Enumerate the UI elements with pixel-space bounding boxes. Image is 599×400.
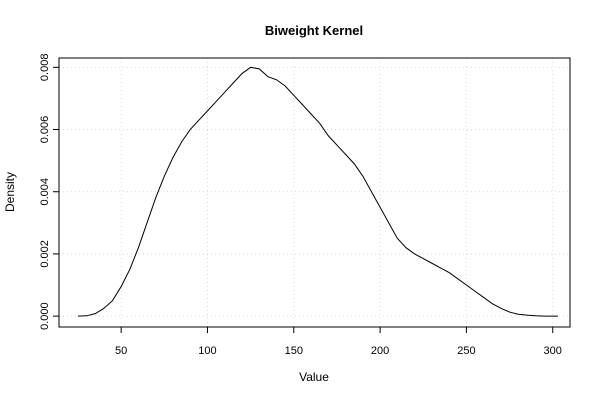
y-tick-label: 0.008 <box>39 54 51 82</box>
x-tick-label: 50 <box>115 345 127 357</box>
y-tick-label: 0.002 <box>39 240 51 268</box>
x-tick-label: 200 <box>371 345 389 357</box>
x-axis-label: Value <box>299 370 329 384</box>
y-tick-label: 0.000 <box>39 302 51 330</box>
y-tick-label: 0.004 <box>39 178 51 206</box>
chart-title: Biweight Kernel <box>265 23 363 38</box>
grid-lines <box>59 58 570 327</box>
y-tick-label: 0.006 <box>39 116 51 144</box>
x-tick-label: 300 <box>544 345 562 357</box>
y-axis-label: Density <box>3 172 17 212</box>
x-axis: 50 100 150 200 250 300 <box>115 327 562 357</box>
plot-frame <box>58 57 571 328</box>
x-tick-label: 250 <box>457 345 475 357</box>
x-tick-label: 100 <box>198 345 216 357</box>
y-axis: 0.000 0.002 0.004 0.006 0.008 <box>39 54 59 330</box>
density-curve <box>77 66 558 317</box>
x-tick-label: 150 <box>285 345 303 357</box>
